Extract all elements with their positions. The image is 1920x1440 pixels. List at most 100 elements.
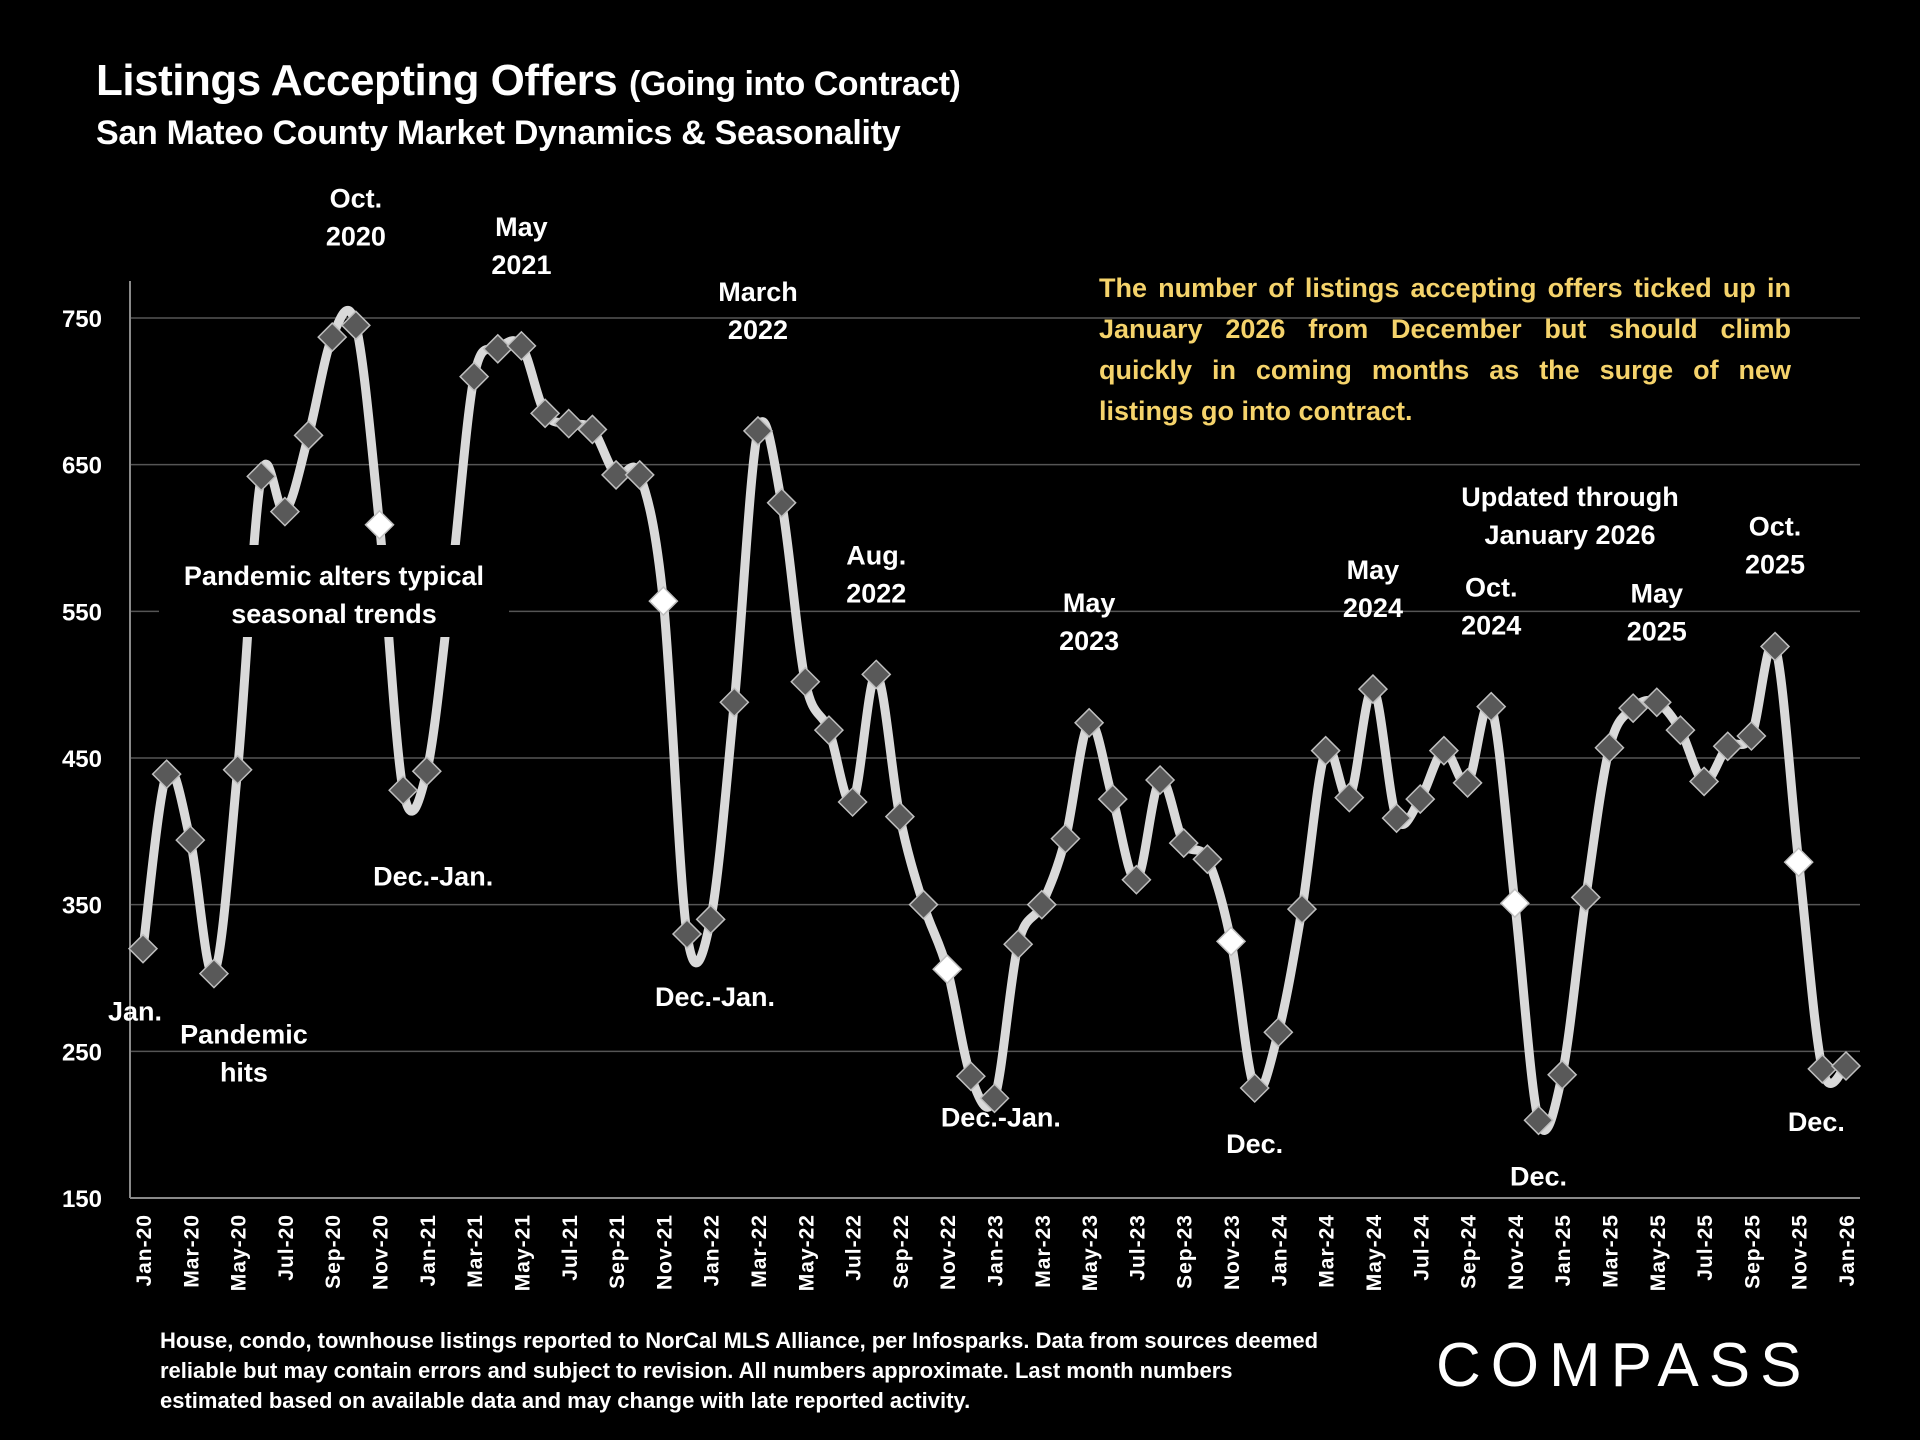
data-point-marker (340, 310, 371, 341)
data-point-marker (1405, 784, 1436, 815)
x-tick-label: Nov-25 (1789, 1214, 1812, 1290)
x-axis-ticks: Jan-20 Mar-20 May-20 Jul-20 Sep-20 Nov-20 Jan-… (133, 1214, 1859, 1291)
updated-note: Updated through January 2026 (1400, 478, 1740, 554)
x-tick-label: Nov-24 (1505, 1214, 1528, 1290)
data-point-marker (293, 420, 324, 451)
annotation-label: Jan. (108, 997, 162, 1027)
data-point-marker (1570, 882, 1601, 913)
annotation-label: Dec.-Jan. (941, 1102, 1061, 1132)
x-tick-label: Sep-21 (606, 1214, 629, 1289)
x-tick-label: Jul-22 (843, 1214, 866, 1281)
data-point-marker (1452, 767, 1483, 798)
x-tick-label: Nov-23 (1221, 1214, 1244, 1290)
x-tick-label: Sep-25 (1741, 1214, 1764, 1289)
data-point-marker (1689, 766, 1720, 797)
y-tick-label: 450 (62, 746, 102, 773)
annotation-label: Oct. 2020 (326, 183, 386, 251)
x-tick-label: Mar-22 (748, 1214, 771, 1288)
x-tick-label: Jan-25 (1552, 1214, 1575, 1287)
annotation-label: May 2023 (1059, 588, 1119, 656)
annotation-label: Dec. (1226, 1129, 1283, 1159)
compass-logo: COMPASS (1436, 1331, 1812, 1400)
data-point-marker (624, 459, 655, 490)
data-point-marker (1807, 1053, 1838, 1084)
data-point-marker (577, 414, 608, 445)
data-point-marker (411, 756, 442, 787)
data-point-marker (1523, 1105, 1554, 1136)
x-tick-label: Jan-23 (985, 1214, 1008, 1287)
annotation-label: Dec.-Jan. (655, 982, 775, 1012)
x-tick-label: May-22 (795, 1214, 818, 1291)
data-point-marker (1618, 693, 1649, 724)
data-point-marker (198, 958, 230, 989)
data-point-marker (695, 904, 726, 935)
annotation-label: Pandemic hits (180, 1020, 308, 1088)
data-point-marker (1712, 731, 1743, 762)
data-point-marker (506, 330, 537, 361)
x-tick-label: Mar-25 (1599, 1214, 1622, 1288)
data-point-marker (1097, 784, 1128, 815)
data-point-marker (1830, 1050, 1862, 1082)
data-point-marker (388, 775, 419, 806)
data-point-marker (1145, 764, 1176, 796)
x-tick-label: Sep-22 (890, 1214, 913, 1289)
data-point-marker (742, 415, 774, 446)
x-tick-label: May-25 (1647, 1214, 1670, 1291)
data-point-marker (1263, 1017, 1294, 1048)
annotation-label: Dec.-Jan. (373, 861, 493, 891)
data-point-marker (1168, 828, 1199, 859)
x-tick-label: Jul-21 (559, 1214, 582, 1281)
data-point-marker (979, 1083, 1010, 1114)
data-point-marker (1239, 1072, 1270, 1104)
data-point-marker (1026, 889, 1057, 920)
annotation-label: May 2021 (491, 212, 551, 280)
x-tick-label: Jan-24 (1268, 1214, 1291, 1287)
data-point-marker (1357, 674, 1389, 705)
annotation-label: March 2022 (718, 277, 798, 345)
x-tick-label: Mar-23 (1032, 1214, 1055, 1288)
x-tick-label: May-24 (1363, 1214, 1386, 1291)
data-point-marker (1594, 732, 1625, 763)
data-point-marker (459, 361, 490, 392)
annotation-label: Dec. (1510, 1161, 1567, 1191)
data-point-marker (813, 715, 844, 746)
data-point-marker (151, 759, 182, 790)
x-tick-label: Jan-26 (1836, 1214, 1859, 1287)
chart-subtitle: San Mateo County Market Dynamics & Seaso… (96, 114, 901, 152)
y-tick-label: 150 (62, 1186, 102, 1213)
gridlines (130, 317, 1860, 1053)
data-point-marker (1215, 926, 1247, 957)
x-tick-label: Sep-20 (322, 1214, 345, 1289)
data-point-marker (482, 333, 513, 364)
data-point-marker (1499, 888, 1530, 919)
x-tick-label: Jan-20 (133, 1214, 156, 1287)
x-tick-label: May-20 (228, 1214, 251, 1291)
data-point-marker (837, 786, 868, 818)
chart-title-paren: (Going into Contract) (629, 65, 961, 103)
y-tick-label: 350 (62, 893, 102, 920)
data-point-marker (1381, 803, 1412, 834)
x-tick-label: Jan-21 (417, 1214, 440, 1287)
data-point-marker (932, 954, 963, 985)
y-axis-ticks: 150 250 350 450 550 650 750 (62, 306, 102, 1213)
data-point-marker (1641, 687, 1672, 718)
data-point-marker (364, 509, 395, 540)
y-tick-label: 250 (62, 1039, 102, 1066)
callout-text: The number of listings accepting offers … (1099, 273, 1791, 426)
data-point-marker (246, 461, 277, 492)
annotation-label: May 2025 (1627, 578, 1687, 646)
data-point-marker (1003, 929, 1034, 960)
data-point-marker (269, 496, 300, 527)
data-point-marker (1050, 823, 1081, 854)
data-point-marker (553, 408, 584, 439)
data-point-marker (222, 754, 253, 785)
data-point-marker (1334, 782, 1365, 813)
data-point-marker (1310, 735, 1341, 766)
annotation-label: Oct. 2024 (1461, 573, 1521, 641)
annotation-label: Pandemic alters typical seasonal trends (184, 561, 484, 629)
data-point-marker (1759, 631, 1791, 662)
x-tick-label: Nov-21 (653, 1214, 676, 1290)
y-tick-label: 750 (62, 306, 102, 333)
chart-title: Listings Accepting Offers (Going into Co… (96, 56, 961, 106)
x-tick-label: Mar-21 (464, 1214, 487, 1288)
